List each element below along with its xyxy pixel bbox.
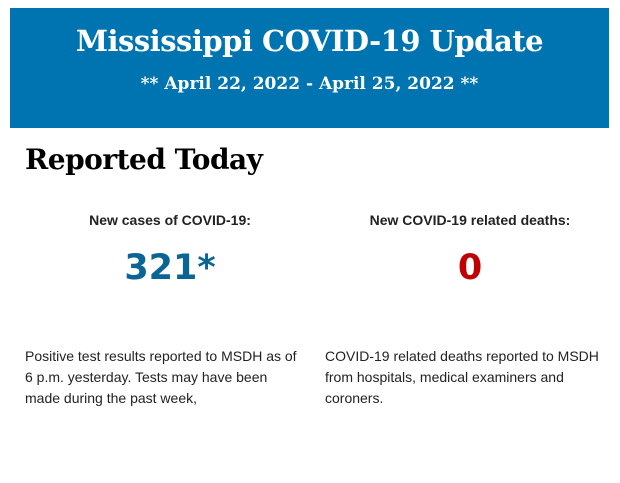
cases-description: Positive test results reported to MSDH a… (25, 348, 297, 406)
deaths-stat: New COVID-19 related deaths: 0 (325, 212, 615, 298)
cases-label: New cases of COVID-19: (89, 212, 251, 228)
deaths-label: New COVID-19 related deaths: (369, 212, 571, 228)
cases-value: 321* (124, 248, 216, 288)
cases-stat: New cases of COVID-19: 321* (25, 212, 315, 298)
deaths-value: 0 (457, 248, 483, 288)
header-banner: Mississippi COVID-19 Update ** April 22,… (10, 8, 609, 128)
deaths-description: COVID-19 related deaths reported to MSDH… (325, 348, 599, 406)
date-range: ** April 22, 2022 - April 25, 2022 ** (140, 74, 479, 94)
page-title: Mississippi COVID-19 Update (75, 24, 544, 58)
section-heading: Reported Today (25, 143, 263, 176)
